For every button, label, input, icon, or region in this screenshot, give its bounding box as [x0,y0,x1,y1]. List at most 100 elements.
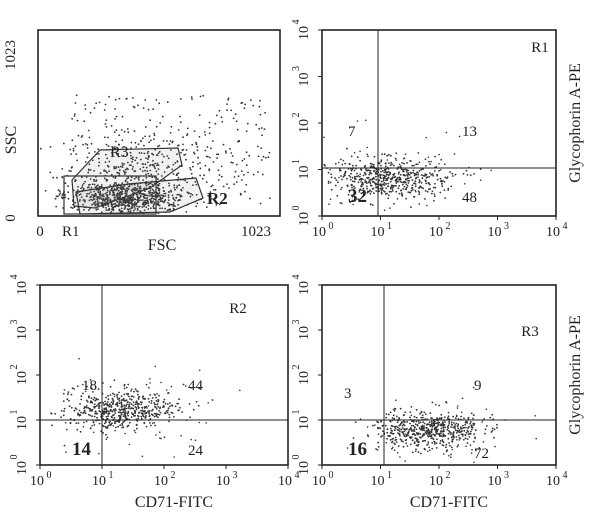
scatter-point [99,410,102,413]
scatter-point [71,387,74,390]
scatter-point [167,165,170,168]
scatter-point [386,437,388,440]
scatter-point [259,202,262,205]
scatter-point [106,200,109,203]
scatter-point [259,113,262,116]
scatter-point [433,428,436,431]
scatter-point [104,400,106,403]
scatter-point [397,445,400,447]
scatter-point [361,191,364,194]
scatter-point [113,167,116,170]
scatter-point [466,174,469,176]
scatter-point [144,169,146,172]
scatter-point [116,420,118,423]
scatter-point [68,405,71,408]
scatter-point [136,201,139,204]
scatter-point [113,197,116,199]
scatter-point [208,132,211,135]
scatter-point [123,146,125,148]
scatter-point [373,155,376,158]
scatter-point [431,442,434,444]
scatter-point [149,378,151,380]
scatter-point [174,405,177,408]
scatter-point [188,192,190,194]
scatter-point [411,164,414,167]
scatter-point [209,191,212,194]
scatter-point [142,203,145,206]
scatter-point [441,444,444,446]
scatter-point [148,415,151,418]
scatter-point [117,152,120,155]
scatter-point [141,206,144,208]
scatter-point [389,172,391,175]
scatter-point [453,153,456,155]
scatter-point [76,159,78,162]
scatter-point [113,165,115,168]
scatter-point [424,198,426,200]
scatter-point [74,145,77,148]
scatter-point [423,433,426,435]
scatter-point [344,162,346,165]
scatter-point [130,179,132,182]
scatter-point [460,433,463,436]
scatter-point [93,183,96,186]
scatter-point [83,411,85,414]
scatter-point [79,430,82,433]
scatter-point [86,385,88,388]
y-tick-label: 10 [15,326,30,340]
scatter-point [402,445,405,448]
scatter-point [136,193,139,196]
scatter-point [84,180,86,183]
x-tick-label: 10 [546,474,560,489]
scatter-point [397,172,400,175]
scatter-point [149,207,152,210]
scatter-point [114,108,116,110]
scatter-point [106,171,108,174]
x-tick-label: 10 [371,225,385,240]
scatter-point [374,424,376,426]
scatter-point [157,152,160,155]
scatter-point [334,177,336,180]
scatter-point [439,180,442,183]
scatter-point [159,411,162,414]
scatter-point [172,173,175,175]
scatter-point [148,195,151,197]
scatter-point [430,173,433,176]
scatter-point [389,164,392,167]
scatter-point [98,161,101,164]
scatter-point [192,161,194,164]
scatter-point [120,408,123,411]
scatter-point [245,164,248,167]
scatter-point [111,151,113,154]
scatter-point [199,174,202,177]
scatter-point [186,133,189,135]
scatter-point [121,139,124,142]
scatter-point [124,411,127,413]
scatter-point [464,437,467,440]
x-tick-label: 10 [312,474,326,489]
scatter-point [415,428,418,431]
scatter-point [403,168,405,171]
scatter-point [203,131,206,133]
scatter-point [169,208,171,211]
scatter-point [163,171,166,173]
scatter-point [155,125,158,128]
scatter-point [156,202,159,205]
scatter-point [404,411,407,414]
scatter-point [366,153,368,156]
scatter-point [163,398,166,401]
y-tick-exponent: 2 [9,365,20,370]
scatter-point [168,143,171,146]
scatter-point [123,399,125,402]
scatter-point [105,119,108,121]
scatter-point [105,143,108,146]
scatter-point [408,436,411,438]
quadrant-value-ll: 16 [348,439,367,460]
scatter-point [380,170,382,173]
scatter-point [112,425,115,427]
scatter-point [394,443,396,445]
scatter-point [178,398,181,401]
scatter-point [149,201,152,204]
scatter-point [117,166,120,169]
scatter-point [378,179,381,182]
